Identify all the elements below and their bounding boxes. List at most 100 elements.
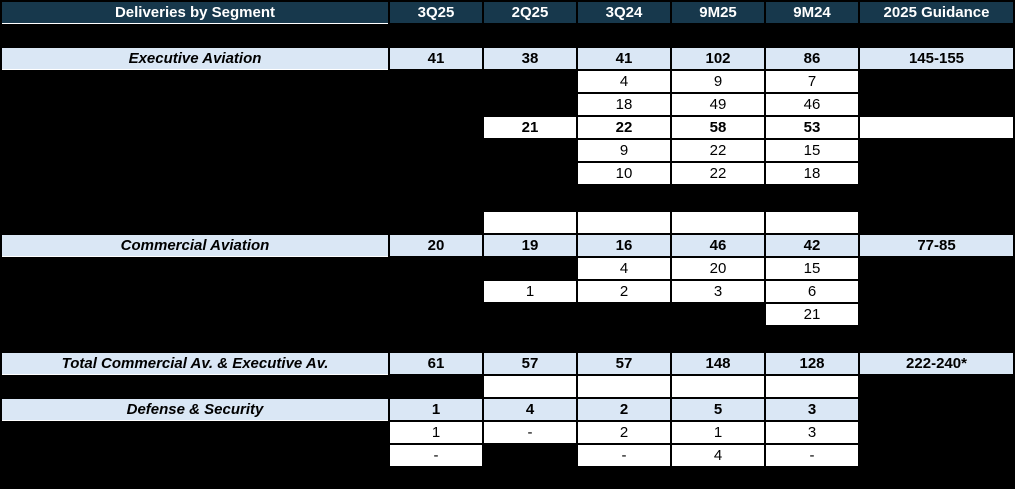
segment-label: Total Commercial Av. & Executive Av. [2, 353, 388, 374]
value-cell-9m25: 5 [672, 399, 764, 420]
value-cell-2025-guidance [860, 71, 1013, 92]
value-cell-3q24: - [578, 445, 670, 466]
table-row: 4 20 15 [2, 258, 1013, 279]
value-cell-9m25: 9 [672, 71, 764, 92]
column-header-9m24: 9M24 [766, 2, 858, 23]
row-label-hidden [2, 117, 388, 138]
value-cell-2q25 [484, 163, 576, 184]
segment-row: Total Commercial Av. & Executive Av. 61 57… [2, 353, 1013, 374]
value-cell-2025-guidance [860, 258, 1013, 279]
row-label-hidden [2, 212, 388, 233]
value-cell-2025-guidance: 222-240* [860, 353, 1013, 374]
value-cell-2q25 [484, 140, 576, 161]
segment-row: Commercial Aviation 20 19 16 46 42 77-85 [2, 235, 1013, 256]
value-cell-2025-guidance [860, 304, 1013, 325]
value-cell-3q24: 57 [578, 353, 670, 374]
value-cell-9m25: 49 [672, 94, 764, 115]
value-cell-9m24: 128 [766, 353, 858, 374]
value-cell-2025-guidance [860, 163, 1013, 184]
value-cell-3q25 [390, 71, 482, 92]
segment-label: Commercial Aviation [2, 235, 388, 256]
value-cell-9m25: 4 [672, 445, 764, 466]
table-row: 21 [2, 304, 1013, 325]
value-cell-9m24: 7 [766, 71, 858, 92]
value-cell-9m25: 58 [672, 117, 764, 138]
table-row: 9 22 15 [2, 140, 1013, 161]
value-cell-9m25: 148 [672, 353, 764, 374]
table-header-row: Deliveries by Segment 3Q25 2Q25 3Q24 9M25 9M2… [2, 2, 1013, 23]
value-cell-9m25 [672, 376, 764, 397]
value-cell-3q24: 10 [578, 163, 670, 184]
row-label-hidden [2, 281, 388, 302]
table-row: 10 22 18 [2, 163, 1013, 184]
value-cell-3q25 [390, 212, 482, 233]
value-cell-3q25: 20 [390, 235, 482, 256]
segment-row: Executive Aviation 41 38 41 102 86 145-155 [2, 48, 1013, 69]
value-cell-3q25 [390, 258, 482, 279]
value-cell-2q25: 57 [484, 353, 576, 374]
spacer-row [2, 327, 1013, 353]
value-cell-3q24: 18 [578, 94, 670, 115]
value-cell-3q25: 41 [390, 48, 482, 69]
value-cell-3q25: - [390, 445, 482, 466]
value-cell-2025-guidance [860, 399, 1013, 420]
value-cell-3q25 [390, 117, 482, 138]
value-cell-3q24: 41 [578, 48, 670, 69]
segment-label: Executive Aviation [2, 48, 388, 69]
value-cell-9m25: 102 [672, 48, 764, 69]
value-cell-3q25: 1 [390, 422, 482, 443]
row-label-hidden [2, 445, 388, 466]
value-cell-9m25 [672, 212, 764, 233]
table-row: --4- [2, 445, 1013, 466]
value-cell-3q24 [578, 212, 670, 233]
value-cell-2q25 [484, 304, 576, 325]
segment-label: Defense & Security [2, 399, 388, 420]
value-cell-2025-guidance [860, 376, 1013, 397]
value-cell-2q25: 21 [484, 117, 576, 138]
value-cell-2025-guidance: 145-155 [860, 48, 1013, 69]
value-cell-9m24: 15 [766, 140, 858, 161]
value-cell-9m24: 15 [766, 258, 858, 279]
value-cell-2q25 [484, 212, 576, 233]
row-label-hidden [2, 163, 388, 184]
value-cell-2q25: 38 [484, 48, 576, 69]
value-cell-2025-guidance: 77-85 [860, 235, 1013, 256]
table-row [2, 376, 1013, 397]
value-cell-3q24: 9 [578, 140, 670, 161]
value-cell-9m24: 18 [766, 163, 858, 184]
value-cell-9m25: 3 [672, 281, 764, 302]
value-cell-3q24: 16 [578, 235, 670, 256]
value-cell-3q25 [390, 94, 482, 115]
row-label-hidden [2, 376, 388, 397]
row-label-hidden [2, 258, 388, 279]
row-label-hidden [2, 422, 388, 443]
value-cell-3q25: 61 [390, 353, 482, 374]
table-row [2, 212, 1013, 233]
table-title: Deliveries by Segment [2, 2, 388, 23]
spacer-row [2, 25, 1013, 48]
value-cell-3q24: 2 [578, 399, 670, 420]
value-cell-3q25 [390, 304, 482, 325]
value-cell-3q25 [390, 140, 482, 161]
value-cell-9m25 [672, 304, 764, 325]
value-cell-9m24 [766, 376, 858, 397]
value-cell-3q24: 2 [578, 422, 670, 443]
value-cell-9m25: 1 [672, 422, 764, 443]
column-header-3q25: 3Q25 [390, 2, 482, 23]
value-cell-2q25 [484, 94, 576, 115]
value-cell-2q25: 4 [484, 399, 576, 420]
value-cell-2025-guidance [860, 445, 1013, 466]
value-cell-3q25: 1 [390, 399, 482, 420]
value-cell-9m24: 86 [766, 48, 858, 69]
value-cell-2q25 [484, 71, 576, 92]
value-cell-9m24: 46 [766, 94, 858, 115]
table-row: 18 49 46 [2, 94, 1013, 115]
value-cell-3q24 [578, 304, 670, 325]
value-cell-9m25: 46 [672, 235, 764, 256]
value-cell-3q24: 4 [578, 258, 670, 279]
value-cell-2025-guidance [860, 281, 1013, 302]
spacer-row [2, 186, 1013, 212]
value-cell-3q24: 4 [578, 71, 670, 92]
value-cell-9m25: 20 [672, 258, 764, 279]
